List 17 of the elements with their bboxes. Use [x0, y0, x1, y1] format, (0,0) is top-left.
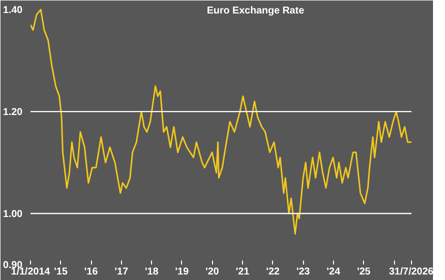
x-tick-label: '25	[356, 266, 371, 278]
x-tick-label: '15	[54, 266, 68, 278]
y-tick-label: 1.40	[3, 5, 23, 16]
y-tick-label: 1.20	[3, 107, 23, 118]
x-tick-label: '23	[296, 266, 310, 278]
x-tick-label: 1/1/2014	[11, 266, 50, 278]
x-tick-label: '20	[205, 266, 220, 278]
x-tick-label: '22	[266, 266, 280, 278]
chart-title: Euro Exchange Rate	[206, 6, 305, 16]
x-tick-label: '16	[84, 266, 98, 278]
x-tick-label: '21	[236, 266, 250, 278]
x-tick-label: '17	[114, 266, 129, 278]
x-tick-label: '18	[144, 266, 159, 278]
x-tick-label: 31/7/2026	[389, 266, 434, 278]
y-tick-label: 1.00	[3, 209, 23, 220]
x-tick-label: '24	[326, 266, 341, 278]
x-tick-label: '19	[175, 266, 190, 278]
